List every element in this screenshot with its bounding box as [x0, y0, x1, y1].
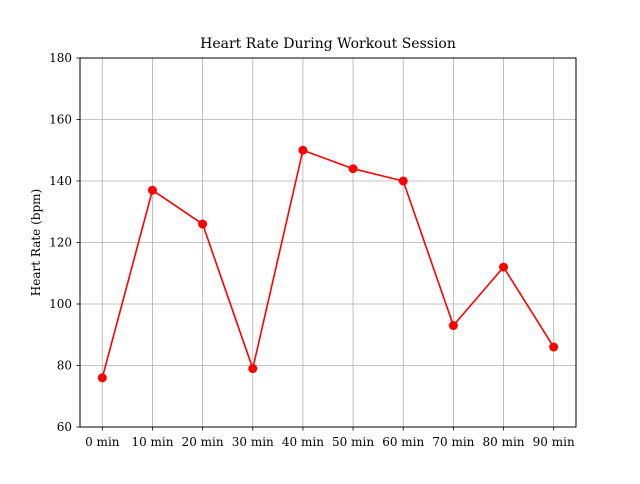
data-point — [348, 164, 358, 174]
data-point — [97, 373, 107, 383]
x-tick-label: 0 min — [85, 435, 120, 449]
x-tick-label: 30 min — [232, 435, 274, 449]
y-axis-label: Heart Rate (bpm) — [29, 189, 43, 296]
x-tick-label: 40 min — [282, 435, 324, 449]
grid-lines — [80, 57, 576, 428]
y-tick-label: 180 — [49, 51, 72, 65]
x-tick-label: 70 min — [432, 435, 474, 449]
y-tick-label: 140 — [49, 174, 72, 188]
y-tick-label: 60 — [57, 420, 72, 434]
x-tick-label: 10 min — [131, 435, 173, 449]
data-point — [398, 176, 408, 186]
y-tick-label: 120 — [49, 236, 72, 250]
x-tick-label: 60 min — [382, 435, 424, 449]
x-tick-label: 80 min — [483, 435, 525, 449]
data-point — [248, 364, 258, 374]
data-point — [549, 342, 559, 352]
data-point — [298, 145, 308, 155]
x-tick-label: 90 min — [533, 435, 575, 449]
axis-ticks — [76, 57, 555, 431]
data-point — [448, 321, 458, 331]
x-tick-label: 20 min — [182, 435, 224, 449]
chart-title: Heart Rate During Workout Session — [200, 36, 456, 52]
data-point — [499, 262, 509, 272]
y-tick-label: 100 — [49, 297, 72, 311]
x-tick-labels: 0 min 10 min 20 min 30 min 40 min 50 min 60 mi… — [85, 435, 575, 449]
data-series — [97, 145, 559, 383]
data-point — [198, 219, 208, 229]
x-tick-label: 50 min — [332, 435, 374, 449]
y-tick-label: 80 — [57, 359, 72, 373]
y-tick-labels: 60 80 100 120 140 160 180 — [49, 51, 72, 434]
y-tick-label: 160 — [49, 113, 72, 127]
series-line — [101, 149, 555, 379]
data-point — [147, 185, 157, 195]
